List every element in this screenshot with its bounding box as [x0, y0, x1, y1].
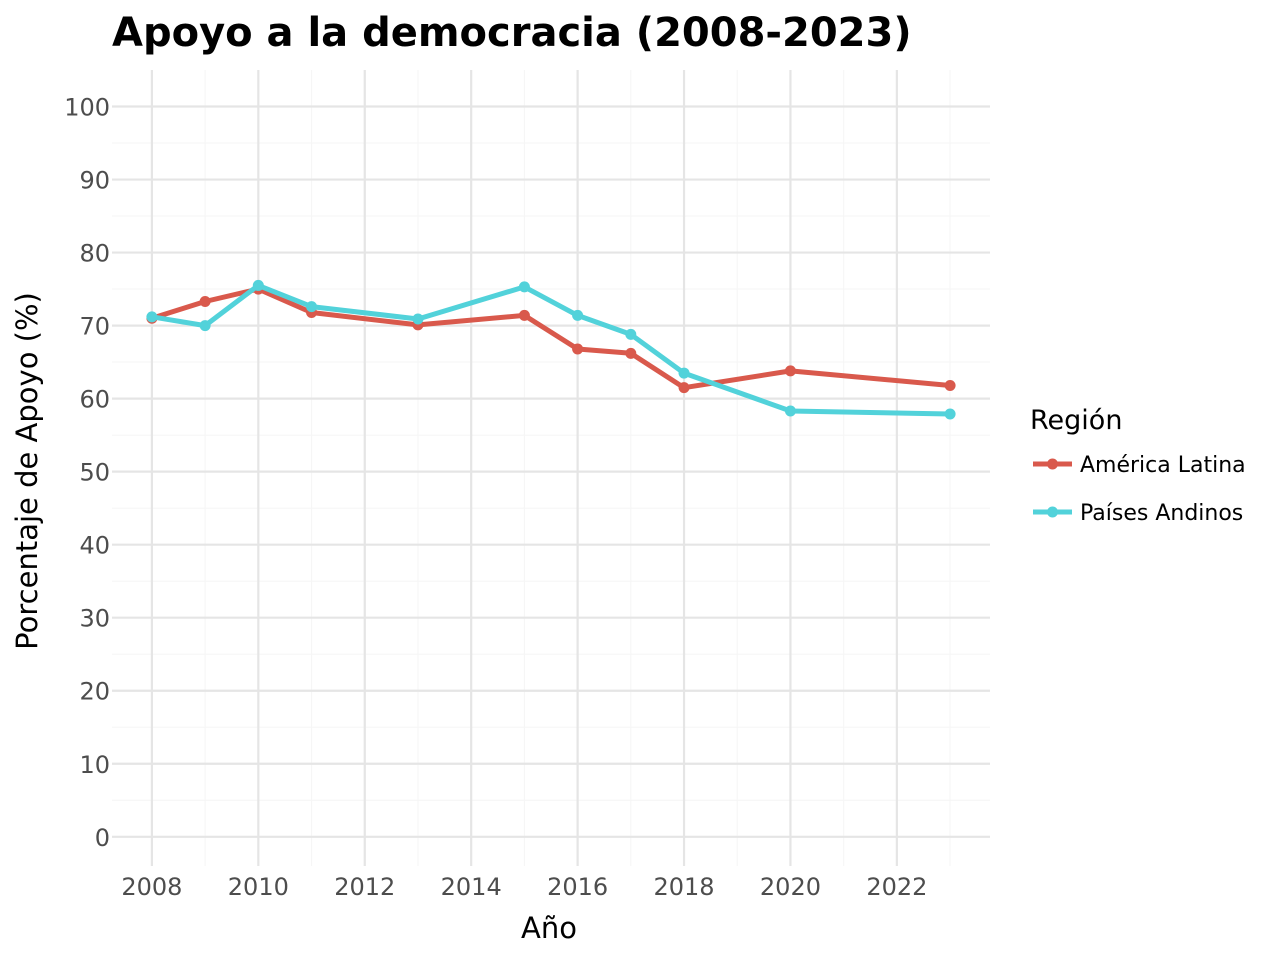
- data-point: [625, 347, 637, 359]
- y-tick-label: 30: [79, 605, 110, 633]
- series-layer: [146, 279, 956, 420]
- legend-label: América Latina: [1080, 453, 1246, 478]
- y-tick-label: 90: [79, 167, 110, 195]
- x-axis-ticks: 2008 2010 2012 2014 2016 2018 2020 2022: [121, 873, 927, 901]
- x-tick-label: 2010: [228, 873, 289, 901]
- legend-title: Región: [1030, 405, 1122, 436]
- data-point: [572, 343, 584, 355]
- data-point: [572, 309, 584, 321]
- legend-swatch-point: [1047, 458, 1058, 470]
- data-point: [252, 279, 264, 291]
- data-point: [306, 301, 318, 313]
- data-point: [944, 379, 956, 391]
- data-point: [678, 382, 690, 394]
- data-point: [784, 365, 796, 377]
- y-tick-label: 20: [79, 678, 110, 706]
- y-tick-label: 80: [79, 240, 110, 268]
- data-point: [625, 328, 637, 340]
- data-point: [199, 320, 211, 332]
- chart-title: Apoyo a la democracia (2008-2023): [112, 10, 912, 56]
- data-point: [678, 367, 690, 379]
- data-point: [412, 313, 424, 325]
- y-axis-ticks: 0 10 20 30 40 50 60 70 80 90 100: [64, 94, 110, 852]
- x-tick-label: 2016: [547, 873, 608, 901]
- series-line: [149, 282, 953, 417]
- data-point: [518, 309, 530, 321]
- y-tick-label: 50: [79, 459, 110, 487]
- data-point: [146, 311, 158, 323]
- y-tick-label: 10: [79, 751, 110, 779]
- y-tick-label: 100: [64, 94, 110, 122]
- data-point: [199, 295, 211, 307]
- series-2: [146, 279, 956, 420]
- data-point: [518, 281, 530, 293]
- y-tick-label: 0: [95, 824, 110, 852]
- legend: Región América Latina Países Andinos: [1030, 405, 1246, 526]
- grid: [112, 70, 990, 866]
- x-tick-label: 2018: [653, 873, 714, 901]
- x-tick-label: 2022: [866, 873, 927, 901]
- data-point: [784, 405, 796, 417]
- y-tick-label: 40: [79, 532, 110, 560]
- x-tick-label: 2014: [441, 873, 502, 901]
- x-tick-label: 2020: [760, 873, 821, 901]
- legend-label: Países Andinos: [1080, 501, 1243, 526]
- x-tick-label: 2008: [121, 873, 182, 901]
- data-point: [944, 408, 956, 420]
- y-tick-label: 60: [79, 386, 110, 414]
- legend-item: América Latina: [1033, 453, 1246, 478]
- legend-swatch-point: [1047, 506, 1058, 518]
- y-axis-title: Porcentaje de Apoyo (%): [10, 292, 44, 650]
- legend-item: Países Andinos: [1033, 501, 1243, 526]
- x-axis-title: Año: [521, 911, 577, 945]
- x-tick-label: 2012: [334, 873, 395, 901]
- y-tick-label: 70: [79, 313, 110, 341]
